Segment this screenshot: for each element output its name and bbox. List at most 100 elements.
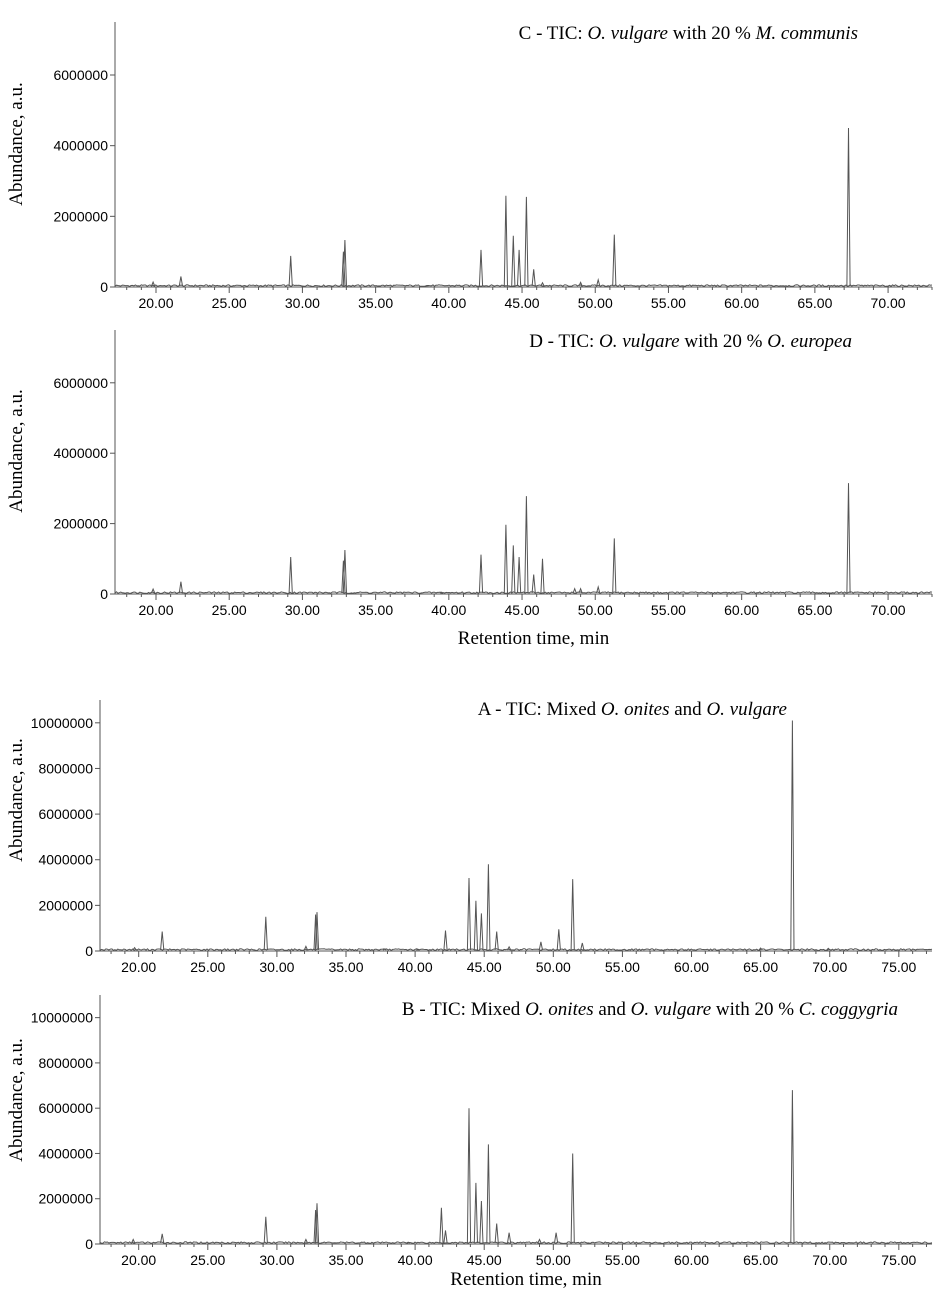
x-tick-label: 50.00 (536, 959, 571, 975)
peak (494, 1223, 499, 1244)
peak (313, 914, 318, 951)
peak (570, 879, 575, 951)
peak (382, 948, 387, 951)
y-axis-label: Abundance, a.u. (6, 389, 27, 512)
peak (790, 720, 795, 951)
peak (439, 591, 444, 594)
x-tick-label: 50.00 (536, 1252, 571, 1268)
peak (826, 947, 831, 951)
chart-title: C - TIC: O. vulgare with 20 % M. communi… (519, 23, 858, 44)
y-tick-label: 6000000 (53, 375, 108, 391)
peak (531, 574, 536, 594)
chart-title: A - TIC: Mixed O. onites and O. vulgare (478, 699, 787, 720)
y-tick-label: 4000000 (53, 138, 108, 154)
chart-title: D - TIC: O. vulgare with 20 % O. europea (529, 331, 852, 352)
x-tick-label: 70.00 (812, 959, 847, 975)
peak (342, 549, 347, 594)
x-tick-label: 25.00 (212, 295, 247, 311)
x-axis-label: Retention time, min (450, 1269, 602, 1290)
peak (507, 1232, 512, 1244)
peak (578, 587, 583, 594)
y-tick-label: 4000000 (53, 445, 108, 461)
chart-title: B - TIC: Mixed O. onites and O. vulgare … (402, 999, 898, 1020)
peak (466, 877, 472, 951)
peak (486, 1144, 491, 1244)
x-tick-label: 60.00 (674, 959, 709, 975)
x-tick-label: 40.00 (398, 1252, 433, 1268)
x-tick-label: 55.00 (651, 602, 686, 618)
peak (596, 585, 601, 594)
x-tick-label: 20.00 (138, 295, 173, 311)
peak (263, 1216, 268, 1244)
peak (303, 1238, 308, 1244)
peak (439, 1207, 444, 1244)
x-tick-label: 40.00 (431, 295, 466, 311)
peak (313, 1209, 318, 1244)
peak (517, 249, 522, 287)
x-tick-label: 30.00 (285, 602, 320, 618)
y-axis-label: Abundance, a.u. (6, 82, 27, 205)
chart-panel: 20.00 25.00 30.00 35.00 40.00 45.00 50.00 55.00… (6, 699, 933, 975)
x-tick-label: 65.00 (797, 295, 832, 311)
peak (473, 900, 478, 951)
x-tick-label: 55.00 (605, 959, 640, 975)
peak (160, 1233, 165, 1244)
peak (554, 1232, 559, 1244)
peak (572, 587, 577, 594)
peak (570, 1153, 575, 1244)
x-tick-label: 20.00 (138, 602, 173, 618)
chart-panel: 20.00 25.00 30.00 35.00 40.00 45.00 50.00 55.00… (6, 330, 933, 649)
peak (443, 930, 448, 951)
peak (178, 581, 183, 594)
peak (341, 251, 346, 287)
peak (596, 277, 601, 287)
x-tick-label: 75.00 (881, 1252, 916, 1268)
y-tick-label: 0 (100, 279, 108, 295)
peak (511, 235, 516, 287)
peak (288, 255, 293, 287)
x-tick-label: 20.00 (121, 959, 156, 975)
peak (151, 587, 156, 594)
x-tick-label: 25.00 (190, 1252, 225, 1268)
x-tick-label: 20.00 (121, 1252, 156, 1268)
peak (538, 941, 543, 951)
x-tick-label: 70.00 (812, 1252, 847, 1268)
peak (758, 947, 763, 951)
y-axis-label: Abundance, a.u. (6, 1038, 27, 1161)
y-tick-label: 8000000 (38, 760, 93, 776)
y-axis-label: Abundance, a.u. (6, 738, 27, 861)
peak (478, 554, 484, 594)
y-tick-label: 0 (100, 586, 108, 602)
peak (131, 1238, 136, 1244)
peak (540, 558, 545, 594)
x-tick-label: 55.00 (605, 1252, 640, 1268)
peak (556, 929, 561, 951)
y-tick-label: 6000000 (53, 67, 108, 83)
peak (524, 196, 529, 287)
x-tick-label: 45.00 (505, 295, 540, 311)
peak (303, 945, 308, 951)
peak (178, 276, 183, 287)
peak (342, 239, 347, 287)
peak (160, 931, 165, 951)
y-tick-label: 6000000 (38, 1100, 93, 1116)
x-tick-label: 30.00 (259, 1252, 294, 1268)
peak (478, 249, 484, 287)
baseline-trace (99, 1241, 933, 1245)
y-tick-label: 8000000 (38, 1055, 93, 1071)
x-tick-label: 40.00 (398, 959, 433, 975)
x-tick-label: 45.00 (505, 602, 540, 618)
x-tick-label: 45.00 (467, 959, 502, 975)
x-tick-label: 25.00 (190, 959, 225, 975)
y-tick-label: 6000000 (38, 806, 93, 822)
x-tick-label: 50.00 (578, 602, 613, 618)
x-tick-label: 70.00 (871, 602, 906, 618)
x-tick-label: 65.00 (797, 602, 832, 618)
peak (494, 931, 499, 951)
x-tick-label: 25.00 (212, 602, 247, 618)
y-tick-label: 2000000 (38, 897, 93, 913)
peak (578, 281, 583, 287)
x-tick-label: 75.00 (881, 959, 916, 975)
peak (790, 1090, 795, 1244)
x-tick-label: 30.00 (285, 295, 320, 311)
